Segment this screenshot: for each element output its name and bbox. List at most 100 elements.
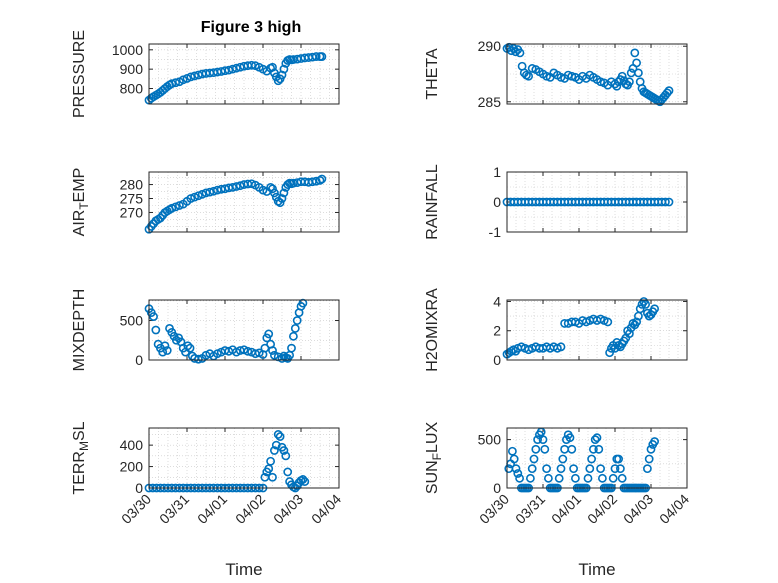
data-point [558,454,568,464]
figure-title: Figure 3 high [201,19,301,36]
data-point [268,62,277,72]
axes-border [148,427,340,489]
data-point [632,58,641,68]
data-point [508,446,517,456]
data-point [565,433,575,443]
data-point [641,299,650,309]
subplot-pressure: 800 900 1000 PRESSURE [71,30,340,118]
data-point [269,446,279,455]
data-point [643,464,652,474]
data-point [610,464,620,474]
data-point [224,65,234,75]
data-point [277,194,287,203]
data-point [511,464,521,474]
data-point [540,444,550,454]
subplot-mixdepth: 0 500 MIXDEPTH [71,289,340,372]
data-point [317,174,327,184]
x-tick-label: 04/01 [548,491,584,527]
y-tick-label: 500 [478,432,502,448]
data-point [160,341,170,351]
y-tick-label: 200 [120,459,144,475]
y-tick-label: 0 [493,480,501,496]
data-point [515,48,525,58]
data-point [288,331,298,341]
data-point [283,467,293,477]
data-point [571,473,580,483]
ylabel: AIRTEMP [71,168,91,237]
data-point [605,348,614,358]
data-point [650,304,659,314]
y-tick-label: -1 [489,224,502,240]
data-point [509,454,519,464]
data-point [589,444,598,454]
data-point [533,435,542,445]
data-point [567,444,577,454]
y-tick-label: 2 [493,323,501,339]
data-point [243,346,253,356]
data-point [585,464,595,474]
y-tick-label: 500 [120,313,144,329]
data-point [151,325,161,335]
data-point [228,64,237,74]
data-point [273,430,283,439]
x-tick-label: 03/30 [476,491,512,527]
ylabel: PRESSURE [71,30,88,118]
data-point [617,473,627,483]
data-point [300,477,310,486]
data-point [193,354,203,364]
data-point [603,317,613,327]
subplot-rainfall: -1 0 1 RAINFALL [424,164,688,240]
data-point [231,182,241,191]
data-point [511,47,521,57]
y-tick-label: 275 [120,191,144,207]
data-point [524,71,533,81]
axes-border [506,299,688,361]
data-point [661,197,670,207]
data-point [594,444,604,454]
ylabel: MIXDEPTH [71,289,88,372]
data-point [185,343,195,353]
y-tick-label: 280 [120,177,144,193]
data-point [617,71,627,81]
data-point [635,304,645,314]
x-tick-label: 04/01 [194,491,230,527]
data-point [269,188,279,198]
x-tick-label: 04/04 [656,491,692,527]
data-point [190,71,199,81]
data-point [186,72,196,82]
data-point [171,78,180,88]
xlabel: Time [225,560,262,579]
data-point [275,198,285,208]
data-point [279,188,289,198]
data-point [279,446,289,455]
y-tick-label: 0 [493,352,501,368]
x-tick-label: 04/02 [584,491,620,527]
data-point [292,316,302,325]
data-point [171,335,181,345]
y-tick-label: 0 [135,352,143,368]
data-point [268,346,277,355]
data-point [277,70,287,80]
y-tick-label: 0 [493,194,501,210]
data-point [632,317,641,327]
data-point [167,79,177,89]
x-tick-label: 03/31 [156,491,192,527]
data-point [281,451,291,461]
subplot-terr-msl: 0 200 400 03/30 03/31 04/01 04/02 04/03 04/04 TER… [71,421,344,579]
data-point [209,186,218,196]
data-point [634,68,643,78]
ylabel: SUNFLUX [424,422,444,495]
data-point [608,473,618,483]
y-tick-label: 270 [120,204,144,220]
y-tick-label: 800 [120,81,144,97]
y-tick-label: 1000 [112,42,143,58]
axes-border [506,171,688,233]
data-point [275,432,285,441]
ylabel: H2OMIXRA [424,288,441,372]
y-tick-label: 290 [478,38,502,54]
data-point [260,343,270,353]
data-point [544,473,553,483]
data-point [527,464,537,474]
data-point [587,454,596,464]
